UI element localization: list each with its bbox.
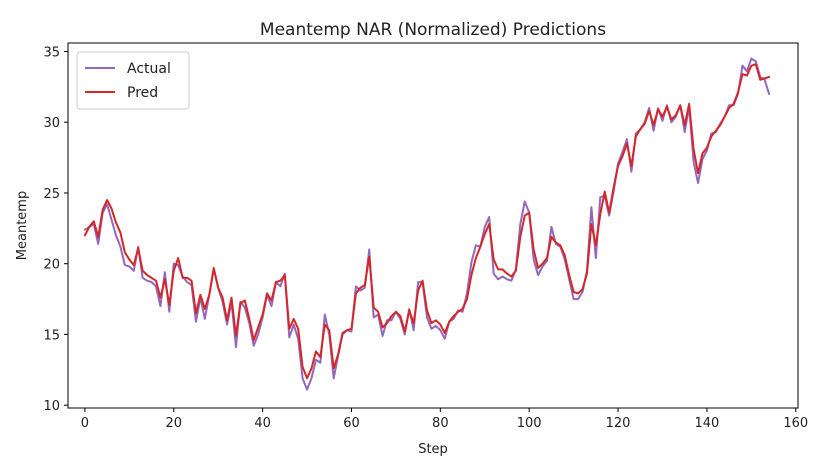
y-tick-label: 35 — [43, 45, 60, 60]
y-axis-label: Meantemp — [15, 191, 30, 260]
y-axis: 10 15 20 25 30 35 — [43, 45, 68, 414]
plot-area — [83, 57, 771, 391]
x-tick-label: 100 — [517, 416, 542, 431]
y-tick-label: 30 — [43, 116, 60, 131]
x-tick-label: 160 — [783, 416, 808, 431]
x-tick-label: 80 — [432, 416, 449, 431]
legend-box — [76, 51, 190, 110]
x-tick-label: 0 — [81, 416, 89, 431]
x-tick-label: 20 — [165, 416, 182, 431]
x-axis: 0 20 40 60 80 100 120 140 160 — [81, 408, 808, 431]
y-tick-label: 20 — [43, 258, 60, 273]
x-tick-label: 140 — [695, 416, 720, 431]
legend-label-pred: Pred — [127, 85, 158, 101]
x-tick-label: 120 — [606, 416, 631, 431]
x-tick-label: 40 — [254, 416, 271, 431]
x-axis-label: Step — [418, 442, 448, 457]
x-tick-label: 60 — [343, 416, 360, 431]
y-tick-label: 25 — [43, 187, 60, 202]
y-tick-label: 15 — [43, 328, 60, 343]
plot-frame — [67, 42, 799, 409]
chart-title: Meantemp NAR (Normalized) Predictions — [260, 20, 606, 40]
y-tick-label: 10 — [43, 399, 60, 414]
legend: Actual Pred — [76, 51, 190, 110]
series-line-pred — [83, 63, 771, 380]
legend-label-actual: Actual — [127, 61, 171, 77]
